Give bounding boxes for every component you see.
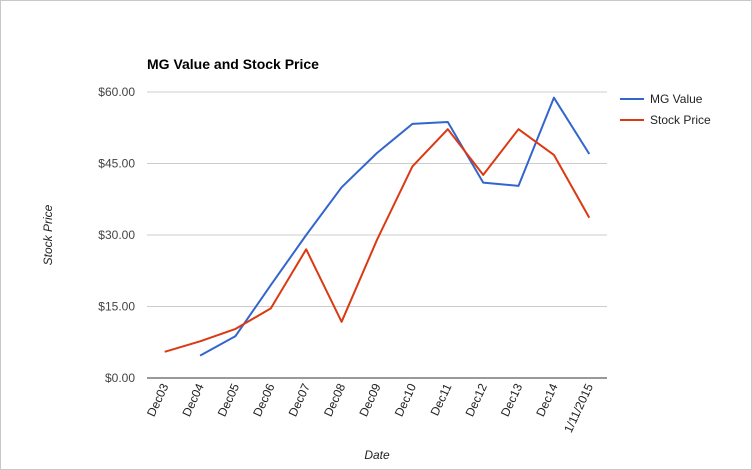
- x-tick-label: Dec06: [250, 381, 277, 419]
- x-axis-title: Date: [364, 448, 390, 462]
- x-tick-label: Dec13: [498, 381, 525, 419]
- x-axis-tick-labels: Dec03 Dec04 Dec05 Dec06 Dec07 Dec08 Dec09 Dec10…: [144, 381, 596, 435]
- series-line-mg-value: [199, 96, 591, 357]
- grid-lines: [147, 91, 607, 307]
- y-axis-title: Stock Price: [41, 204, 55, 265]
- x-tick-label: 1/11/2015: [561, 381, 596, 435]
- legend-label-mg-value: MG Value: [650, 92, 703, 106]
- series-line-stock-price: [164, 128, 591, 353]
- x-tick-label: Dec03: [144, 381, 171, 419]
- x-tick-label: Dec14: [533, 381, 560, 419]
- x-tick-label: Dec10: [392, 381, 419, 419]
- y-axis-tick-labels: $0.00 $15.00 $30.00 $45.00 $60.00: [98, 85, 135, 385]
- legend-label-stock-price: Stock Price: [650, 113, 711, 127]
- chart-title: MG Value and Stock Price: [147, 56, 319, 72]
- y-tick-label: $30.00: [98, 228, 135, 242]
- x-tick-label: Dec09: [356, 381, 383, 419]
- y-tick-label: $60.00: [98, 85, 135, 99]
- y-tick-label: $45.00: [98, 157, 135, 171]
- x-tick-label: Dec11: [428, 381, 455, 418]
- y-tick-label: $15.00: [98, 300, 135, 314]
- x-tick-label: Dec08: [321, 381, 348, 419]
- x-tick-label: Dec07: [286, 381, 313, 419]
- x-tick-label: Dec12: [463, 381, 490, 419]
- x-tick-label: Dec04: [179, 381, 206, 419]
- y-tick-label: $0.00: [105, 371, 135, 385]
- x-tick-label: Dec05: [215, 381, 242, 419]
- legend: MG Value Stock Price: [620, 92, 711, 127]
- series-lines: [164, 96, 591, 357]
